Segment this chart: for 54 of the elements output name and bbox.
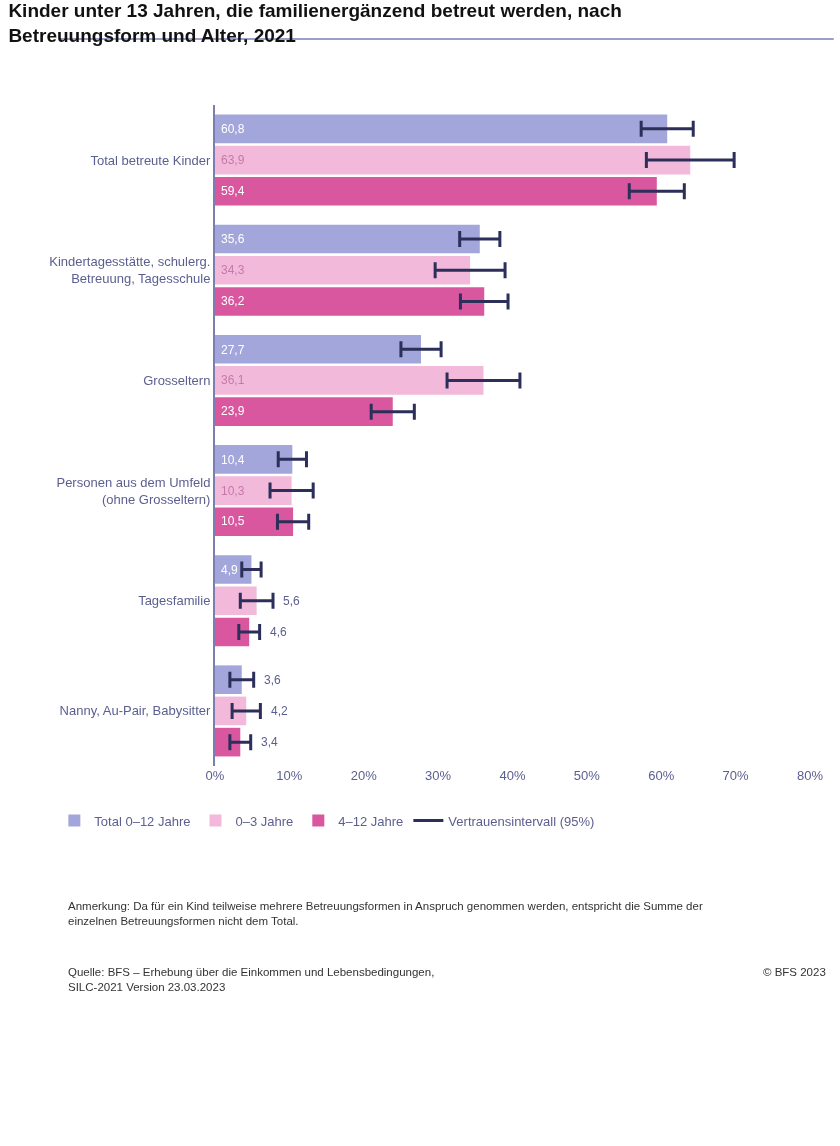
data-label: 5,6 (283, 594, 301, 608)
data-label: 10,3 (221, 484, 245, 498)
text: Anmerkung: Da für ein Kind teilweise mehrere Betreuungsformen in Anspruch genommen werden, entspricht die Summe der einzelnen Betreuungsformen nicht dem Total. (68, 900, 703, 927)
data-label: 60,8 (221, 122, 245, 136)
y-tick-label: Nanny, Au-Pair, Babysitter (59, 703, 212, 719)
bar (215, 287, 485, 316)
y-tick-label: Grosseltern (143, 372, 211, 388)
source-note: Quelle: BFS – Erhebung über die Einkommen und Lebensbedingungen, SILC-2021 Version 23.03.2023 (68, 966, 435, 993)
x-tick-label: 20% (350, 768, 378, 783)
x-tick-label: 60% (648, 768, 675, 783)
data-label: 3,6 (264, 673, 282, 687)
bar (215, 366, 484, 395)
x-tick-label: 0% (205, 768, 225, 783)
data-label: 4,6 (270, 625, 288, 639)
bar (215, 476, 292, 505)
data-label: 59,4 (221, 184, 245, 198)
text: © BFS 2023 (763, 966, 826, 978)
data-label: 10,4 (221, 453, 245, 467)
data-label: 35,6 (221, 232, 245, 246)
data-label: 4,2 (271, 704, 289, 718)
data-label: 23,9 (221, 404, 245, 418)
data-label: 27,7 (221, 343, 245, 357)
bar (215, 224, 480, 254)
bar (215, 176, 657, 206)
x-tick-label: 70% (722, 768, 750, 783)
data-label: 34,3 (221, 263, 245, 277)
bar (215, 586, 257, 616)
x-tick-label: 80% (796, 768, 824, 783)
y-tick-label: Personen aus dem Umfeld (ohne Grosseltern) (56, 474, 211, 507)
y-tick-label: Kindertagesstätte, schulerg. Betreuung, Tagesschule (49, 254, 211, 287)
y-tick-label: Tagesfamilie (138, 593, 211, 609)
legend-label: Total 0–12 Jahre (94, 813, 191, 829)
x-tick-label: 50% (573, 768, 601, 783)
x-tick-label: 40% (499, 768, 526, 783)
x-tick-label: 30% (425, 768, 452, 783)
chart-title: Kinder unter 13 Jahren, die familienergänzend betreut werden, nach Betreuungsform und Alter, 2021 (8, 0, 622, 46)
text: Vertrauensintervall (95%) (448, 813, 595, 829)
data-label: 63,9 (221, 153, 245, 167)
y-tick-label: Total betreute Kinder (90, 152, 212, 168)
data-label: 3,4 (261, 735, 279, 749)
bar (215, 397, 393, 426)
data-label: 10,5 (221, 514, 245, 528)
bar (215, 507, 294, 537)
bar (215, 145, 691, 175)
bar (215, 255, 471, 285)
data-label: 36,1 (221, 373, 245, 387)
data-label: 36,2 (221, 294, 245, 308)
legend-label: 0–3 Jahre (235, 813, 294, 829)
bar (215, 114, 668, 144)
x-tick-label: 10% (276, 768, 303, 783)
legend-label: 4–12 Jahre (338, 813, 404, 829)
data-label: 4,9 (221, 563, 239, 577)
bar (215, 334, 422, 364)
bar (215, 445, 293, 474)
